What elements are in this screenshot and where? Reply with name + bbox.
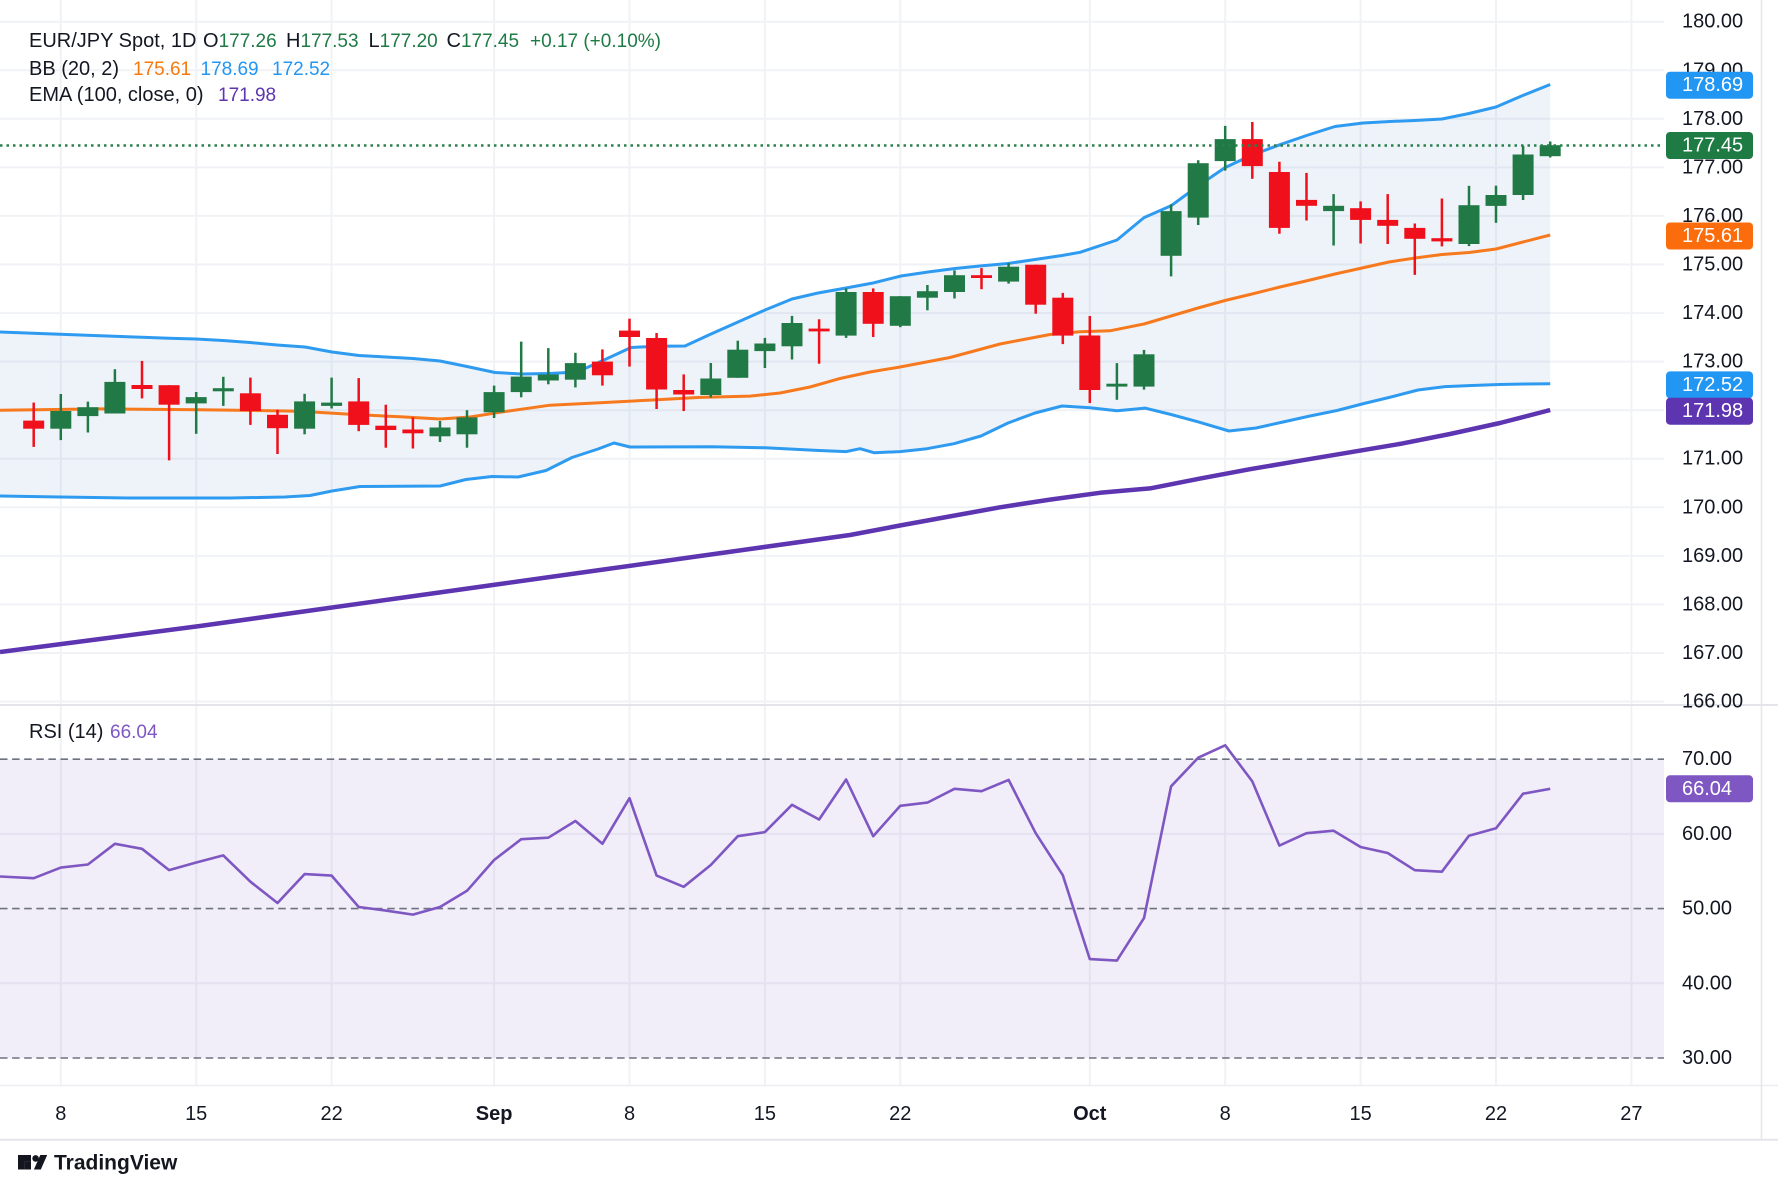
svg-text:15: 15 — [754, 1103, 776, 1125]
svg-text:175.00: 175.00 — [1682, 254, 1743, 276]
svg-text:40.00: 40.00 — [1682, 972, 1732, 994]
svg-text:15: 15 — [1349, 1103, 1371, 1125]
svg-text:27: 27 — [1620, 1103, 1642, 1125]
svg-text:169.00: 169.00 — [1682, 545, 1743, 567]
svg-text:171.00: 171.00 — [1682, 448, 1743, 470]
svg-text:Oct: Oct — [1073, 1103, 1107, 1125]
svg-text:172.52: 172.52 — [1682, 374, 1743, 396]
svg-text:30.00: 30.00 — [1682, 1047, 1732, 1069]
svg-text:176.00: 176.00 — [1682, 205, 1743, 227]
svg-text:177.45: 177.45 — [1682, 135, 1743, 157]
svg-text:60.00: 60.00 — [1682, 823, 1732, 845]
svg-text:66.04: 66.04 — [1682, 778, 1732, 800]
svg-text:177.00: 177.00 — [1682, 156, 1743, 178]
svg-text:171.98: 171.98 — [1682, 400, 1743, 422]
svg-text:178.69: 178.69 — [1682, 74, 1743, 96]
svg-text:22: 22 — [889, 1103, 911, 1125]
svg-text:166.00: 166.00 — [1682, 691, 1743, 713]
svg-text:168.00: 168.00 — [1682, 593, 1743, 615]
svg-text:170.00: 170.00 — [1682, 496, 1743, 518]
svg-text:167.00: 167.00 — [1682, 642, 1743, 664]
svg-text:8: 8 — [624, 1103, 635, 1125]
svg-text:22: 22 — [320, 1103, 342, 1125]
svg-text:15: 15 — [185, 1103, 207, 1125]
svg-text:178.00: 178.00 — [1682, 108, 1743, 130]
svg-text:8: 8 — [55, 1103, 66, 1125]
svg-text:TradingView: TradingView — [54, 1152, 178, 1175]
svg-text:173.00: 173.00 — [1682, 351, 1743, 373]
svg-text:Sep: Sep — [476, 1103, 513, 1125]
svg-text:175.61: 175.61 — [1682, 225, 1743, 247]
svg-text:RSI (14)66.04: RSI (14) 66.04 — [29, 721, 158, 743]
svg-text:22: 22 — [1485, 1103, 1507, 1125]
svg-text:50.00: 50.00 — [1682, 898, 1732, 920]
svg-text:180.00: 180.00 — [1682, 11, 1743, 33]
svg-text:EMA (100, close, 0)171.98: EMA (100, close, 0) 171.98 — [29, 84, 276, 106]
svg-text:174.00: 174.00 — [1682, 302, 1743, 324]
svg-text:8: 8 — [1220, 1103, 1231, 1125]
svg-text:70.00: 70.00 — [1682, 748, 1732, 770]
